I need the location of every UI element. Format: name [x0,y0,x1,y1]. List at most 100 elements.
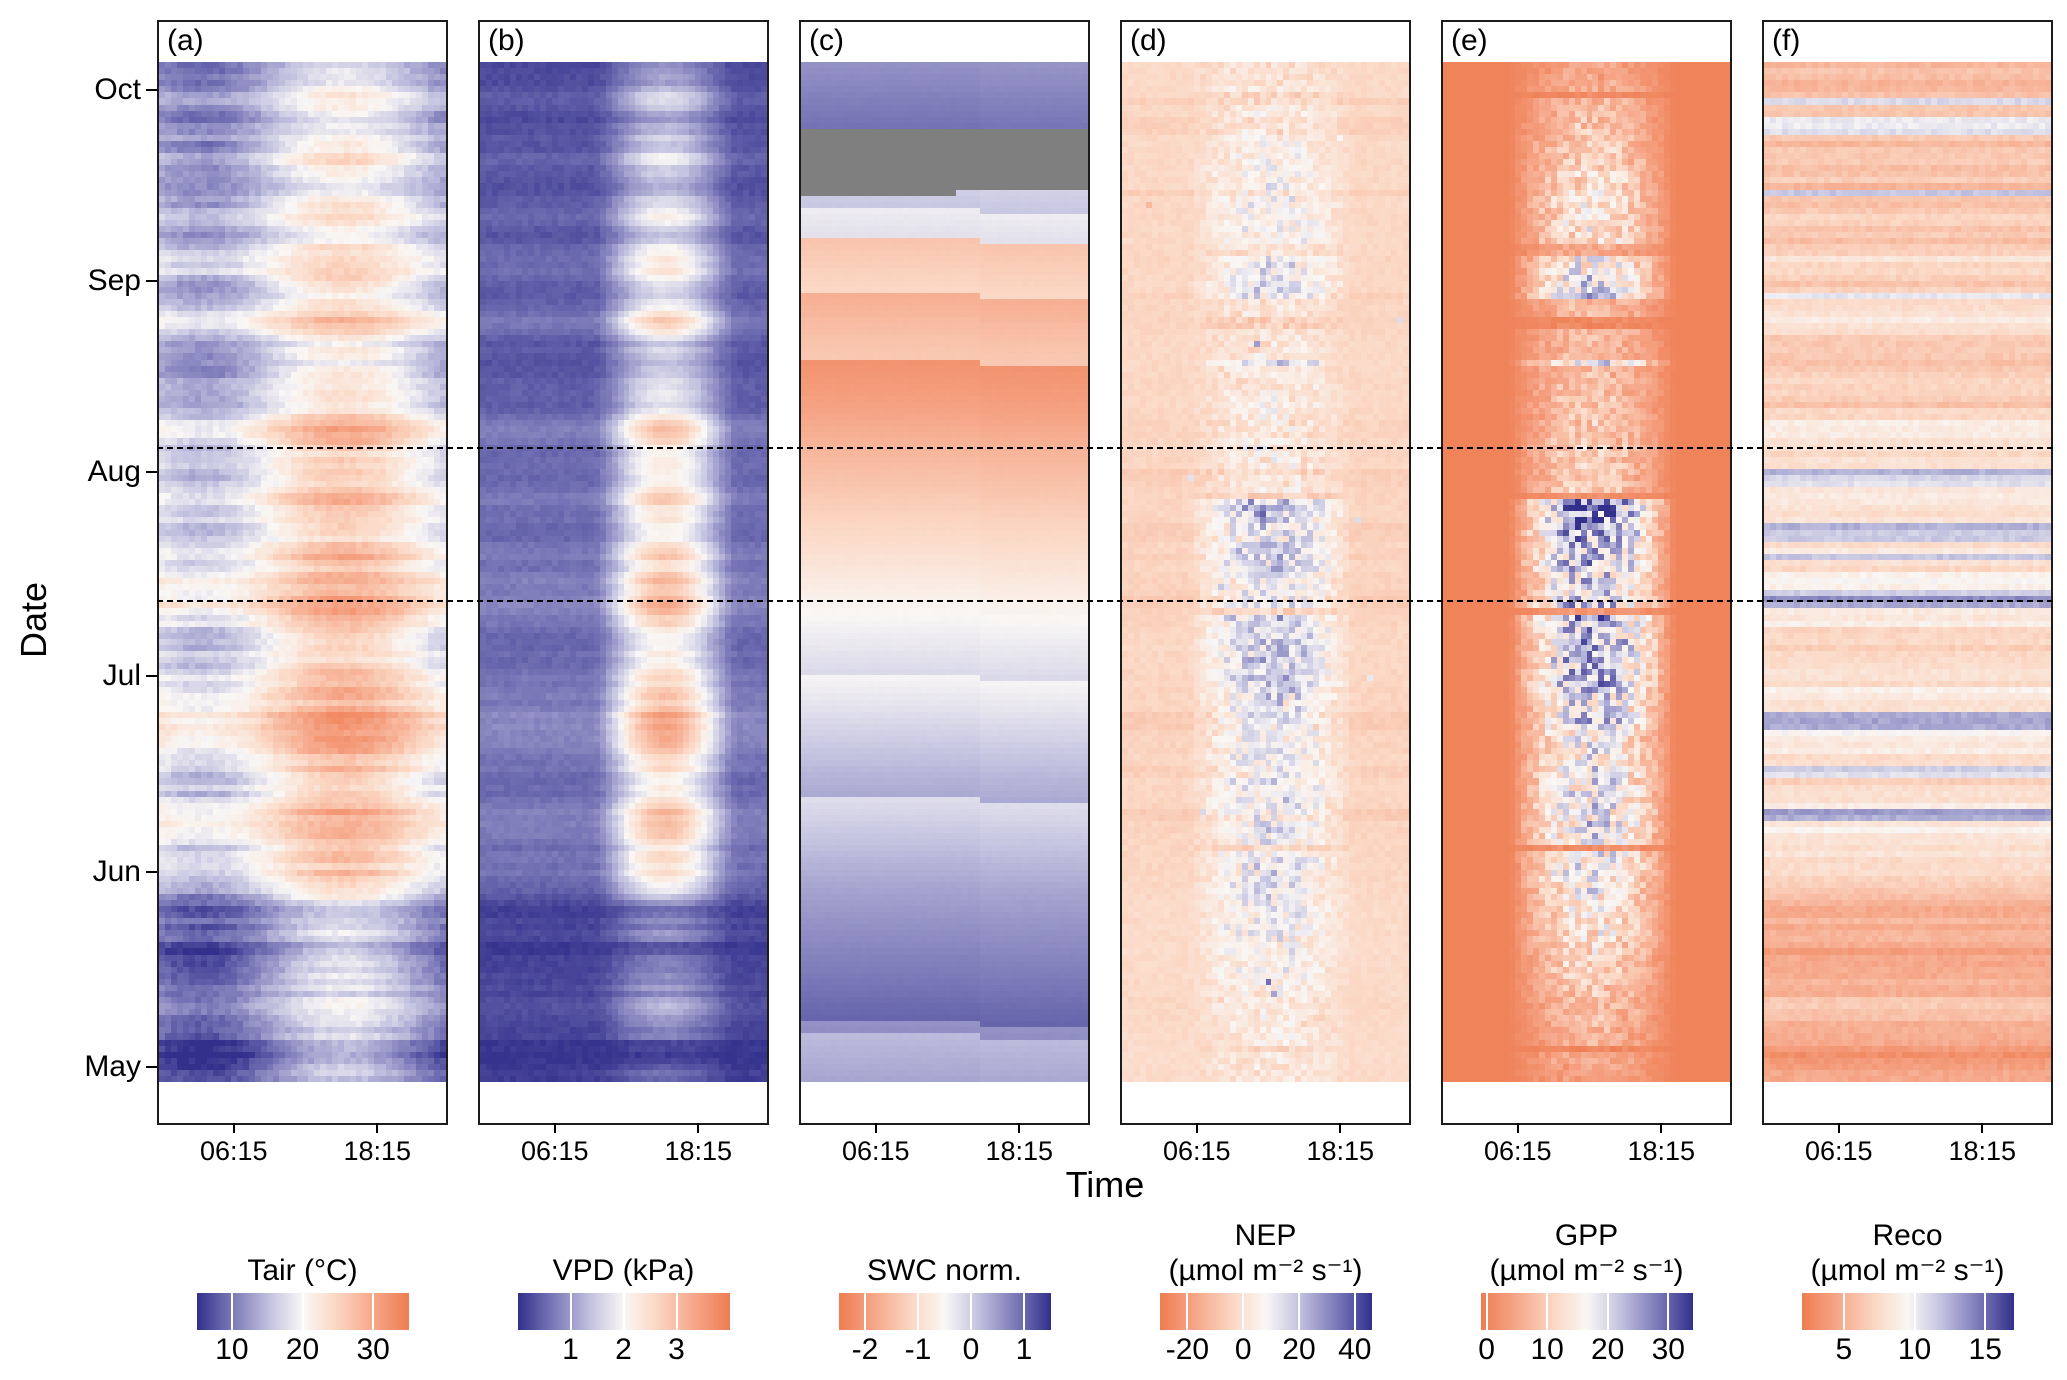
legend-colorbar-tick [675,1293,678,1330]
legend-title-line1 [143,1218,463,1253]
x-tick-label: 18:15 [1306,1136,1375,1166]
legend-colorbar-tick [1913,1293,1916,1330]
y-tick-mark [146,88,157,91]
panel-label-a: (a) [167,24,204,57]
legend-colorbar-tick [1023,1293,1025,1330]
x-tick-mark [1516,1123,1519,1133]
legend-colorbar-tick [1186,1293,1189,1330]
x-tick-label: 06:15 [199,1136,268,1166]
panel-label-d: (d) [1130,24,1167,57]
x-tick-mark [1195,1123,1198,1133]
legend-tick-label: 1 [562,1333,579,1366]
drought-dashed-line [157,599,2053,602]
y-tick-label: Aug [87,455,141,489]
heatmap-vpd [480,62,767,1082]
x-tick-label: 18:15 [1948,1136,2017,1166]
y-tick-mark [146,280,157,283]
legend-tick-label: 2 [615,1333,632,1366]
legend-colorbar-tick [301,1293,304,1330]
panel-b: (b) 06:15 18:15 [478,20,769,1166]
heatmap-swc [801,62,1088,1082]
x-tick-mark [1339,1123,1342,1133]
legend-d: NEP (µmol m⁻² s⁻¹) -20 0 20 40 [1106,1218,1426,1367]
legend-tick-label: 0 [1234,1333,1252,1366]
legend-tick-label: 30 [356,1333,390,1366]
y-tick-mark [146,1065,157,1068]
panel-label-b: (b) [488,24,525,57]
x-tick-label: 18:15 [343,1136,412,1166]
legend-a: Tair (°C) 10 20 30 [143,1218,463,1367]
y-tick-label: Oct [94,72,141,106]
legend-colorbar-tick [372,1293,375,1330]
legend-colorbar-tick [622,1293,625,1330]
legend-tick-label: 20 [1591,1333,1625,1366]
panel-label-e: (e) [1451,24,1488,57]
x-tick-label: 06:15 [1162,1136,1231,1166]
legend-tick-labels: 5 10 15 [1802,1333,2014,1367]
legend-colorbar-tick [1984,1293,1987,1330]
legend-colorbar [1801,1293,2014,1330]
x-tick-label: 06:15 [841,1136,910,1166]
legend-title-line1 [464,1218,784,1253]
legend-colorbar-tick [1485,1293,1488,1330]
legend-colorbar-tick [230,1293,233,1330]
heatmap-nep [1122,62,1409,1082]
y-tick-mark [146,870,157,873]
x-tick-label: 18:15 [1627,1136,1696,1166]
x-tick-mark [1660,1123,1663,1133]
x-tick-mark [553,1123,556,1133]
legend-tick-label: 10 [1530,1333,1564,1366]
legend-tick-label: 0 [1478,1333,1495,1366]
panel-label-c: (c) [809,24,844,57]
legend-b: VPD (kPa) 1 2 3 [464,1218,784,1367]
legend-tick-label: 30 [1651,1333,1685,1366]
legend-title-line1: NEP [1234,1219,1297,1252]
legend-colorbar-tick [1842,1293,1845,1330]
panel-a: (a) 06:15 18:15 Oct Sep Aug Jul Jun May [84,20,448,1166]
panel-e: (e) 06:15 18:15 [1441,20,1732,1166]
legend-title-line2: (µmol m⁻² s⁻¹) [1810,1254,2005,1287]
x-tick-mark [697,1123,700,1133]
legend-colorbar [838,1293,1051,1330]
legend-colorbar-tick [1242,1293,1245,1330]
x-tick-mark [1981,1123,1984,1133]
legend-colorbar-tick [970,1293,972,1330]
legend-colorbar [1480,1293,1693,1330]
legend-tick-label: 40 [1338,1333,1372,1366]
heatmap-gpp [1443,62,1730,1082]
legend-tick-label: 10 [215,1333,249,1366]
legend-e: GPP (µmol m⁻² s⁻¹) 0 10 20 30 [1427,1218,1747,1367]
legend-tick-labels: 10 20 30 [197,1333,409,1367]
legend-colorbar-tick [1353,1293,1356,1330]
legend-tick-labels: -2 -1 0 1 [839,1333,1051,1367]
legend-colorbar-tick [1667,1293,1670,1330]
legend-f: Reco (µmol m⁻² s⁻¹) 5 10 15 [1748,1218,2067,1367]
y-axis-label: Date [13,581,54,659]
y-tick-label: May [84,1049,141,1083]
panel-label-f: (f) [1772,24,1801,57]
heatmap-reco [1764,62,2051,1082]
x-tick-label: 06:15 [520,1136,589,1166]
x-tick-label: 06:15 [1804,1136,1873,1166]
y-tick-label: Jul [102,659,141,693]
legend-colorbar [1159,1293,1372,1330]
legend-title-line2: VPD (kPa) [552,1254,695,1287]
legend-tick-label: -1 [904,1333,932,1366]
panel-d: (d) 06:15 18:15 [1120,20,1411,1166]
x-tick-mark [1837,1123,1840,1133]
legend-title-line2: (µmol m⁻² s⁻¹) [1489,1254,1684,1287]
legend-tick-label: 20 [285,1333,320,1366]
legend-tick-label: 1 [1015,1333,1033,1366]
x-tick-mark [874,1123,877,1133]
legend-tick-label: 3 [668,1333,685,1366]
legend-title-line1: GPP [1554,1219,1619,1252]
legend-tick-labels: 0 10 20 30 [1478,1333,1693,1367]
legend-tick-label: 15 [1968,1333,2002,1366]
legend-title-line2: SWC norm. [866,1254,1022,1287]
y-tick-mark [146,471,157,474]
legend-tick-label: 5 [1835,1333,1853,1366]
x-axis-label: Time [1065,1164,1145,1205]
x-tick-label: 18:15 [985,1136,1054,1166]
y-tick-label: Jun [92,854,141,888]
